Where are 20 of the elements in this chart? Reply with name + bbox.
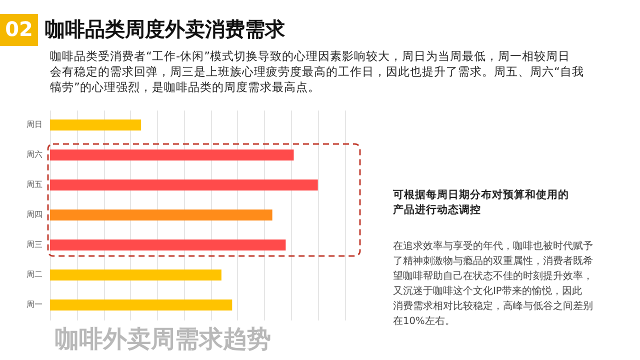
y-tick-label: 周二 bbox=[26, 270, 42, 279]
y-tick-label: 周日 bbox=[26, 120, 42, 129]
y-tick-label: 周六 bbox=[26, 150, 42, 159]
bar bbox=[50, 120, 142, 130]
bar bbox=[50, 180, 318, 190]
bar bbox=[50, 240, 286, 250]
y-tick-label: 周五 bbox=[26, 180, 42, 189]
text: 在追求效率与享受的年代，咖啡也被时代赋予了精神刺激物与瘾品的双重属性，消费者既希望咖啡帮助自己在状态不佳的时刻提升效率，又沉迷于咖啡这个文化IP带来的愉悦，因此消费需求相对比较稳定，高峰与低谷之间差别在10%左右。 bbox=[393, 240, 593, 327]
text: 咖啡外卖周需求趋势 bbox=[55, 325, 271, 353]
y-tick-label: 周四 bbox=[26, 210, 42, 219]
y-tick-label: 周一 bbox=[26, 300, 42, 309]
chart-title: 咖啡品类周度外卖消费需求 bbox=[45, 17, 286, 41]
bar bbox=[50, 150, 294, 160]
bar bbox=[50, 210, 272, 220]
chart-subtitle: 咖啡品类受消费者“工作-休闲”模式切换导致的心理因素影响较大，周日为当周最低，周一相较周日会有稳定的需求回弹，周三是上班族心理疲劳度最高的工作日，因此也提升了需求。周五、周六“自我犒劳”的心理强烈，是咖啡品类的周度需求最高点。 bbox=[50, 49, 584, 94]
bar bbox=[50, 300, 232, 310]
bar bbox=[50, 270, 222, 280]
y-tick-label: 周三 bbox=[26, 240, 42, 249]
text: 可根据每周日期分布对预算和使用的产品进行动态调控 bbox=[392, 188, 569, 216]
text: 02 bbox=[5, 17, 33, 41]
